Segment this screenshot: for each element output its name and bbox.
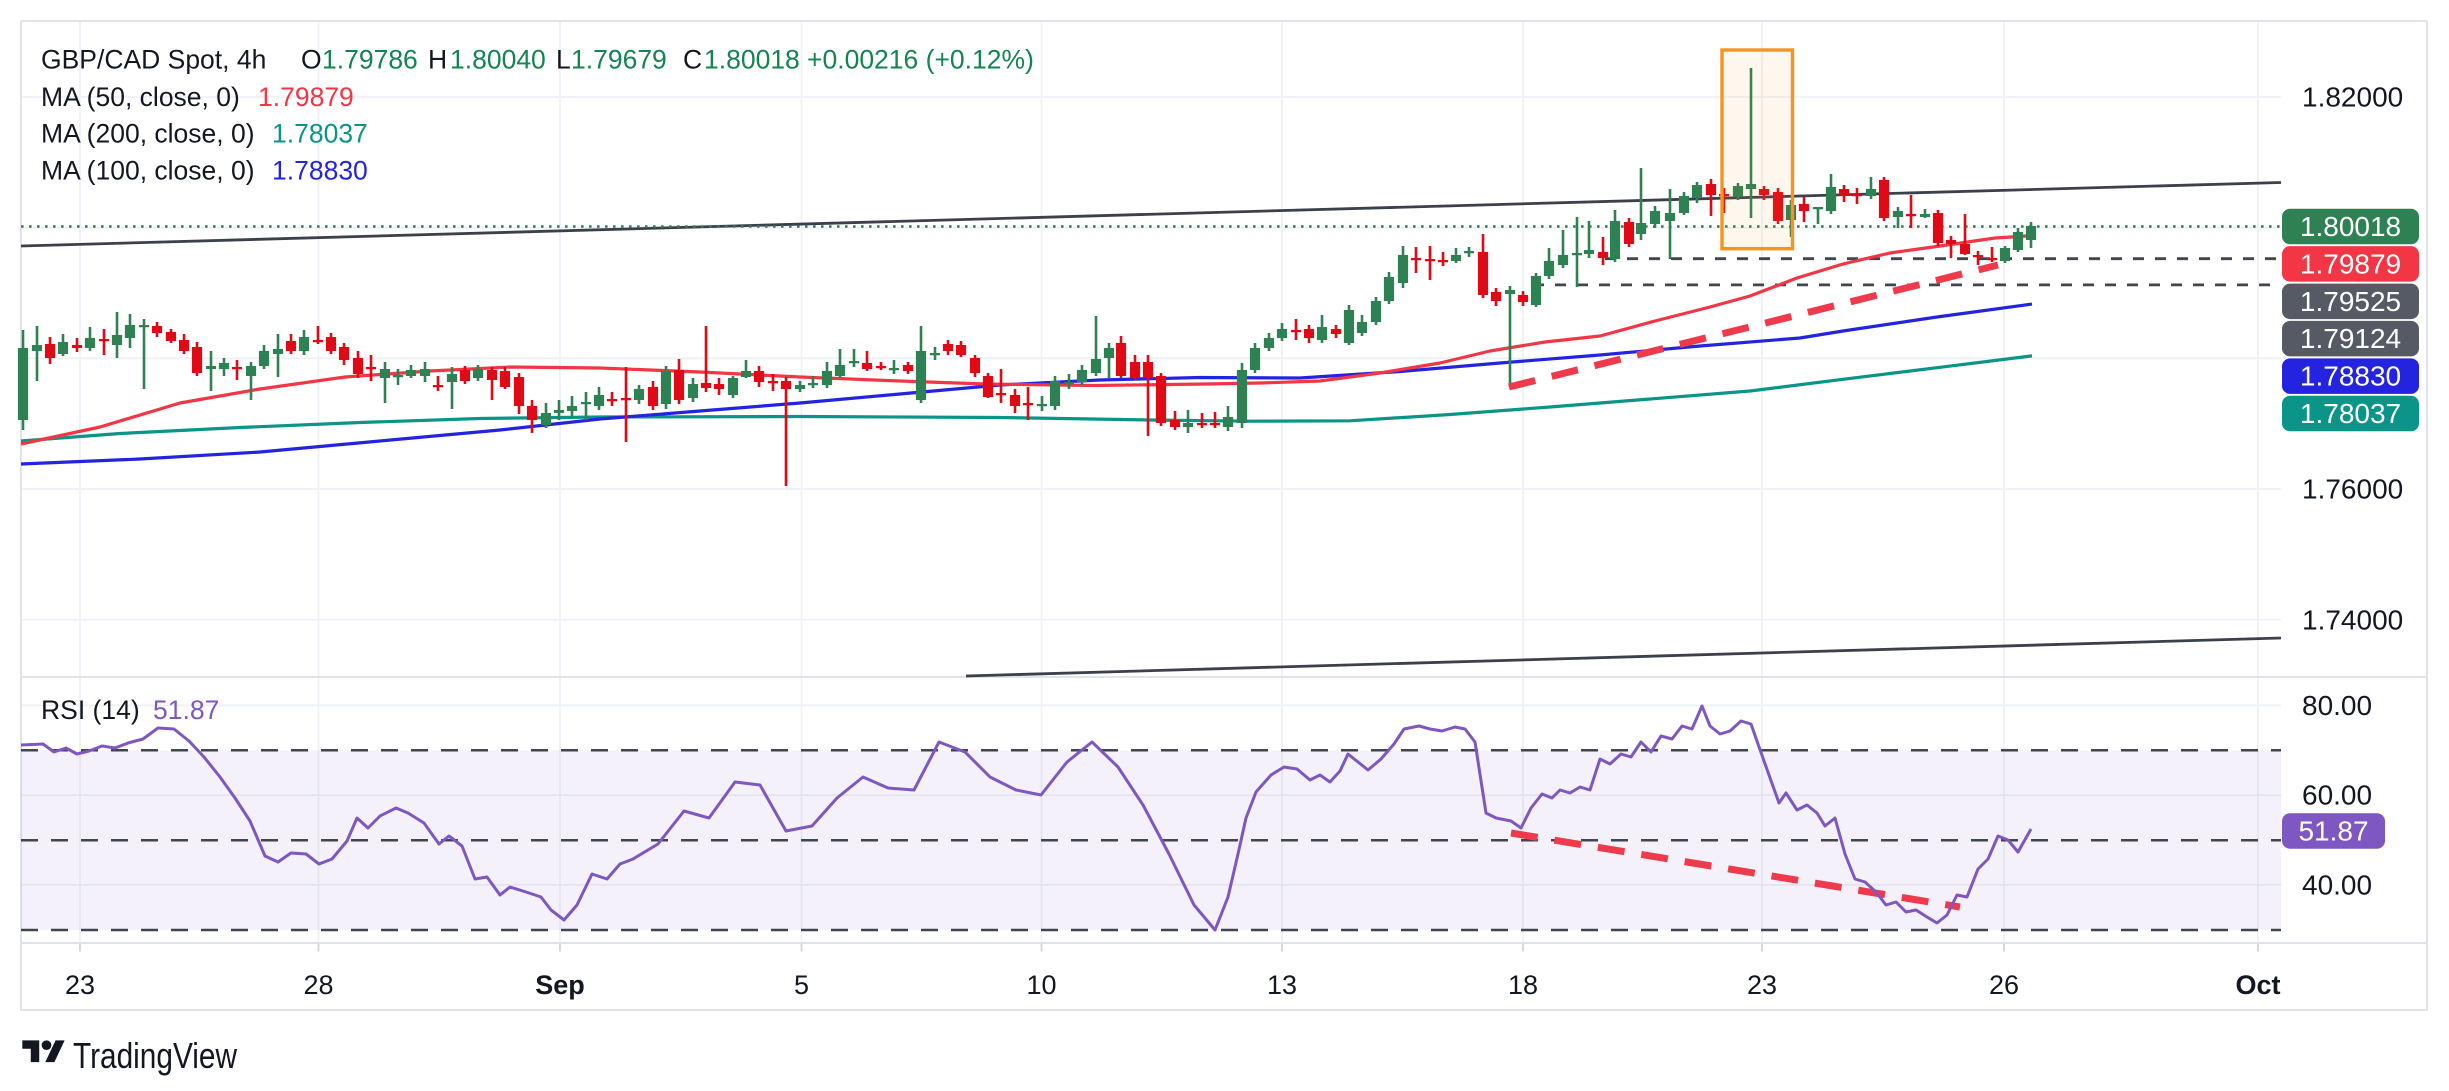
svg-text:18: 18: [1508, 970, 1538, 1000]
svg-text:L: L: [556, 45, 571, 75]
svg-text:O: O: [301, 45, 322, 75]
svg-text:1.79786: 1.79786: [322, 45, 418, 75]
svg-text:Sep: Sep: [535, 970, 585, 1000]
svg-text:10: 10: [1026, 970, 1056, 1000]
svg-text:5: 5: [794, 970, 809, 1000]
svg-text:1.80040: 1.80040: [450, 45, 546, 75]
svg-text:26: 26: [1989, 970, 2019, 1000]
svg-text:1.79879: 1.79879: [2300, 248, 2401, 279]
svg-text:13: 13: [1267, 970, 1297, 1000]
svg-text:28: 28: [303, 970, 333, 1000]
svg-text:MA (100, close, 0): MA (100, close, 0): [41, 156, 255, 186]
svg-text:C: C: [683, 45, 702, 75]
svg-text:MA (50, close, 0): MA (50, close, 0): [41, 82, 240, 112]
svg-text:51.87: 51.87: [153, 695, 219, 725]
svg-text:1.78830: 1.78830: [272, 156, 368, 186]
svg-text:MA (200, close, 0): MA (200, close, 0): [41, 119, 255, 149]
svg-text:1.79124: 1.79124: [2300, 323, 2401, 354]
svg-text:23: 23: [1747, 970, 1777, 1000]
svg-text:1.74000: 1.74000: [2302, 605, 2403, 636]
svg-text:+0.00216 (+0.12%): +0.00216 (+0.12%): [807, 45, 1034, 75]
svg-text:TradingView: TradingView: [73, 1035, 238, 1076]
svg-text:80.00: 80.00: [2302, 690, 2372, 721]
svg-text:1.79679: 1.79679: [571, 45, 667, 75]
svg-text:1.78037: 1.78037: [272, 119, 368, 149]
svg-text:Oct: Oct: [2235, 970, 2280, 1000]
svg-text:1.79879: 1.79879: [258, 82, 354, 112]
svg-text:1.78037: 1.78037: [2300, 398, 2401, 429]
svg-text:1.78830: 1.78830: [2300, 361, 2401, 392]
svg-text:1.76000: 1.76000: [2302, 474, 2403, 505]
svg-text:60.00: 60.00: [2302, 780, 2372, 811]
svg-text:23: 23: [65, 970, 95, 1000]
svg-text:GBP/CAD Spot, 4h: GBP/CAD Spot, 4h: [41, 45, 266, 75]
svg-text:RSI (14): RSI (14): [41, 695, 140, 725]
svg-text:51.87: 51.87: [2298, 816, 2368, 847]
svg-text:40.00: 40.00: [2302, 869, 2372, 900]
svg-text:1.80018: 1.80018: [2300, 211, 2401, 242]
svg-text:H: H: [428, 45, 447, 75]
svg-text:1.79525: 1.79525: [2300, 286, 2401, 317]
svg-text:1.82000: 1.82000: [2302, 82, 2403, 113]
svg-text:1.80018: 1.80018: [704, 45, 800, 75]
